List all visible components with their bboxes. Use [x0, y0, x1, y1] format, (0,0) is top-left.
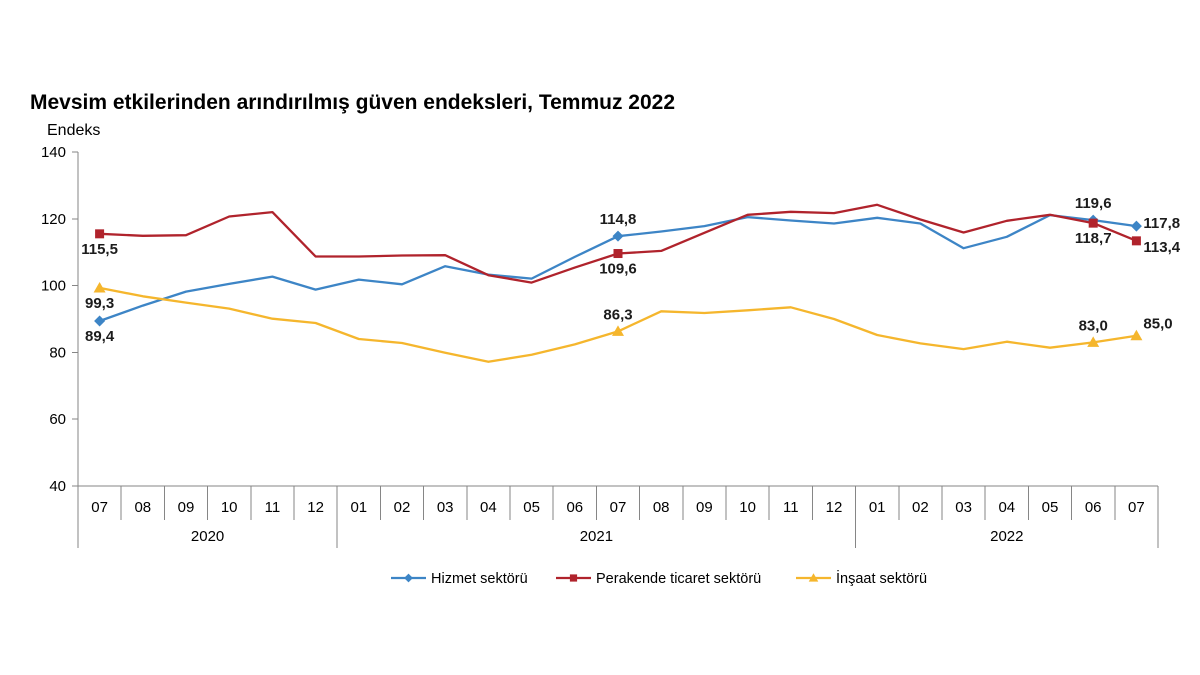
legend: Hizmet sektörü Perakende ticaret sektörü İ…: [391, 569, 927, 587]
data-point-perakende-ticaret-sektoru: [1131, 236, 1141, 246]
x-tick-label: 10: [739, 499, 756, 516]
data-point-insaat-sektoru: [93, 281, 106, 293]
x-tick-label: 12: [307, 499, 324, 516]
y-tick-label: 80: [49, 344, 66, 361]
data-point-insaat-sektoru: [612, 325, 624, 336]
year-label: 2021: [580, 528, 613, 545]
x-tick-label: 01: [350, 499, 367, 516]
data-point-perakende-ticaret-sektoru: [613, 249, 623, 259]
x-tick-label: 09: [696, 499, 713, 516]
x-tick-label: 10: [221, 499, 238, 516]
y-tick-label: 140: [41, 144, 66, 161]
year-label: 2020: [191, 528, 224, 545]
y-tick-label: 100: [41, 278, 66, 295]
data-point-hizmet-sektoru: [94, 315, 106, 327]
data-label-hizmet-sektoru: 89,4: [85, 328, 115, 345]
x-tick-label: 11: [783, 499, 799, 516]
data-label-insaat-sektoru: 83,0: [1079, 317, 1108, 334]
legend-label: Perakende ticaret sektörü: [596, 571, 761, 587]
square-icon: [569, 574, 578, 582]
data-label-hizmet-sektoru: 119,6: [1075, 195, 1112, 212]
data-point-insaat-sektoru: [1087, 336, 1100, 347]
x-tick-label: 09: [178, 499, 195, 516]
data-point-markers: [93, 214, 1143, 347]
data-labels: 89,4 115,5 99,3 114,8 109,6 86,3 119,6 118,7 83,…: [81, 195, 1181, 345]
chart-title: Mevsim etkilerinden arındırılmış güven e…: [30, 91, 675, 114]
x-tick-label: 04: [480, 499, 497, 516]
legend-item-insaat-sektoru: İnşaat sektörü: [796, 569, 927, 587]
data-label-hizmet-sektoru: 114,8: [600, 211, 637, 228]
legend-label: Hizmet sektörü: [431, 571, 528, 587]
legend-item-hizmet-sektoru: Hizmet sektörü: [391, 571, 528, 587]
data-label-perakende-ticaret-sektoru: 113,4: [1143, 239, 1180, 256]
y-tick-label: 40: [49, 478, 66, 495]
x-tick-label: 08: [653, 499, 670, 516]
x-tick-label: 08: [134, 499, 151, 516]
series-lines: [98, 203, 1138, 363]
year-label: 2022: [990, 528, 1023, 545]
data-label-hizmet-sektoru: 117,8: [1143, 215, 1180, 232]
data-point-hizmet-sektoru: [1130, 220, 1142, 232]
y-tick-label: 60: [49, 411, 66, 428]
data-label-perakende-ticaret-sektoru: 115,5: [81, 241, 118, 258]
x-tick-label: 05: [523, 499, 540, 516]
data-label-insaat-sektoru: 85,0: [1143, 316, 1172, 333]
data-label-perakende-ticaret-sektoru: 109,6: [599, 261, 637, 278]
x-tick-label: 07: [610, 499, 627, 516]
y-tick-label: 120: [41, 211, 66, 228]
data-point-hizmet-sektoru: [612, 230, 624, 242]
x-tick-label: 01: [869, 499, 886, 516]
triangle-icon: [808, 573, 819, 582]
x-tick-label: 12: [826, 499, 843, 516]
series-line-insaat-sektoru: [98, 286, 1138, 363]
axes: 140 120 100 80 60 40 07 08 09 10 11 12 01 02 03 04 05 06 0…: [41, 144, 1159, 548]
x-tick-label: 06: [566, 499, 583, 516]
y-axis-title: Endeks: [47, 122, 100, 139]
data-point-insaat-sektoru: [1130, 329, 1143, 341]
x-tick-label: 02: [394, 499, 411, 516]
legend-label: İnşaat sektörü: [836, 569, 927, 587]
x-tick-label: 07: [91, 499, 108, 516]
x-tick-label: 11: [265, 499, 281, 516]
x-tick-label: 07: [1128, 499, 1145, 516]
data-label-insaat-sektoru: 86,3: [603, 306, 632, 323]
data-label-insaat-sektoru: 99,3: [85, 295, 114, 312]
legend-item-perakende-ticaret-sektoru: Perakende ticaret sektörü: [556, 571, 761, 587]
diamond-icon: [404, 573, 413, 583]
data-point-perakende-ticaret-sektoru: [1088, 218, 1098, 228]
x-tick-label: 03: [437, 499, 454, 516]
data-point-perakende-ticaret-sektoru: [95, 229, 105, 239]
x-tick-label: 03: [955, 499, 972, 516]
x-tick-label: 06: [1085, 499, 1102, 516]
x-tick-label: 02: [912, 499, 929, 516]
x-tick-label: 04: [998, 499, 1015, 516]
x-tick-label: 05: [1042, 499, 1059, 516]
data-label-perakende-ticaret-sektoru: 118,7: [1075, 230, 1112, 247]
